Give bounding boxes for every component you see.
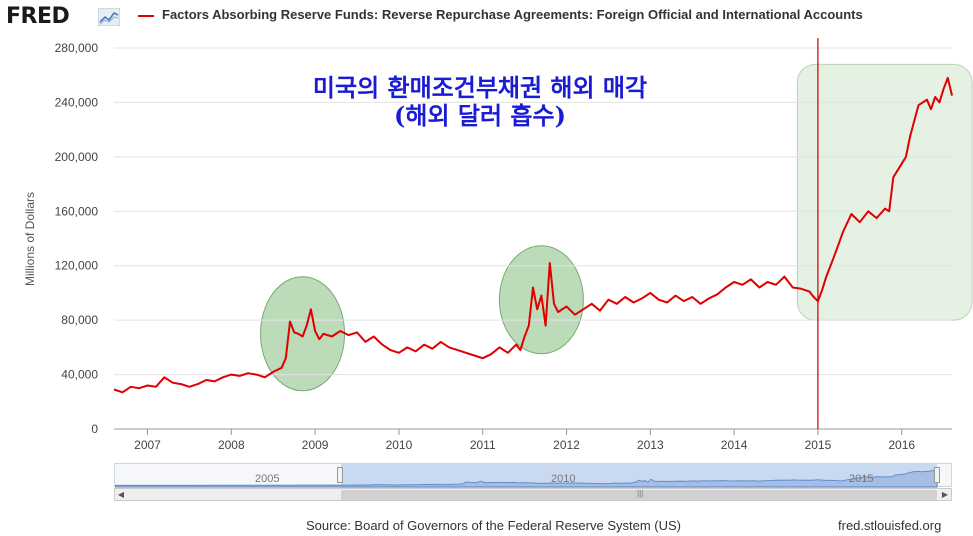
annotation-line-1: 미국의 환매조건부채권 해외 매각 (312, 73, 648, 102)
series-title: Factors Absorbing Reserve Funds: Reverse… (162, 7, 863, 22)
navigator-track[interactable]: 2005 2010 2015 (114, 463, 952, 488)
x-tick-label: 2015 (805, 438, 832, 452)
range-navigator[interactable]: 2005 2010 2015 ◀ ||| ▶ (114, 463, 952, 501)
x-tick-label: 2008 (218, 438, 245, 452)
annotation-text: 미국의 환매조건부채권 해외 매각 (해외 달러 흡수) (200, 74, 760, 130)
y-tick-label: 80,000 (61, 313, 98, 327)
scroll-right-arrow-icon[interactable]: ▶ (941, 490, 949, 499)
x-tick-labels: 2007 2008 2009 2010 2011 2012 2013 2014 2015 2016 (134, 429, 915, 452)
line-chart: 0 40,000 80,000 120,000 160,000 200,000 240,00… (55, 38, 973, 452)
source-url[interactable]: fred.stlouisfed.org (838, 518, 942, 533)
fred-logo[interactable]: FRED (6, 4, 70, 29)
navigator-year-label: 2005 (255, 473, 280, 485)
scroll-left-arrow-icon[interactable]: ◀ (117, 490, 125, 499)
x-tick-label: 2014 (721, 438, 748, 452)
scrollbar-thumb[interactable] (341, 490, 937, 500)
y-tick-label: 280,000 (55, 41, 99, 55)
scrollbar-grip-icon: ||| (637, 489, 644, 498)
y-tick-labels: 0 40,000 80,000 120,000 160,000 200,000 240,00… (55, 41, 99, 436)
annotation-line-2: (해외 달러 흡수) (394, 101, 566, 130)
x-tick-label: 2012 (553, 438, 580, 452)
y-tick-label: 0 (91, 422, 98, 436)
grid-lines (114, 47, 952, 430)
series-layer (113, 76, 953, 394)
navigator-year-label: 2010 (551, 473, 576, 485)
navigator-year-label: 2015 (849, 473, 874, 485)
navigator-mini-series (115, 469, 938, 488)
series-line (113, 76, 953, 394)
navigator-left-handle[interactable] (337, 467, 343, 483)
y-tick-label: 40,000 (61, 368, 98, 382)
navigator-right-handle[interactable] (934, 467, 940, 483)
y-tick-label: 200,000 (55, 150, 99, 164)
x-tick-label: 2007 (134, 438, 161, 452)
navigator-scrollbar[interactable]: ◀ ||| ▶ (114, 488, 952, 501)
source-note: Source: Board of Governors of the Federa… (306, 518, 681, 533)
navigator-selection[interactable] (341, 464, 937, 488)
y-tick-label: 160,000 (55, 204, 99, 218)
y-tick-label: 240,000 (55, 95, 99, 109)
x-tick-label: 2011 (470, 438, 496, 452)
legend-line-swatch (138, 15, 154, 17)
x-tick-label: 2009 (302, 438, 329, 452)
fred-chart-icon (98, 8, 120, 26)
x-tick-label: 2016 (888, 438, 915, 452)
x-tick-label: 2010 (386, 438, 413, 452)
x-tick-label: 2013 (637, 438, 664, 452)
highlight-layer (260, 63, 973, 392)
highlight-ellipse (260, 276, 346, 392)
y-tick-label: 120,000 (55, 259, 99, 273)
